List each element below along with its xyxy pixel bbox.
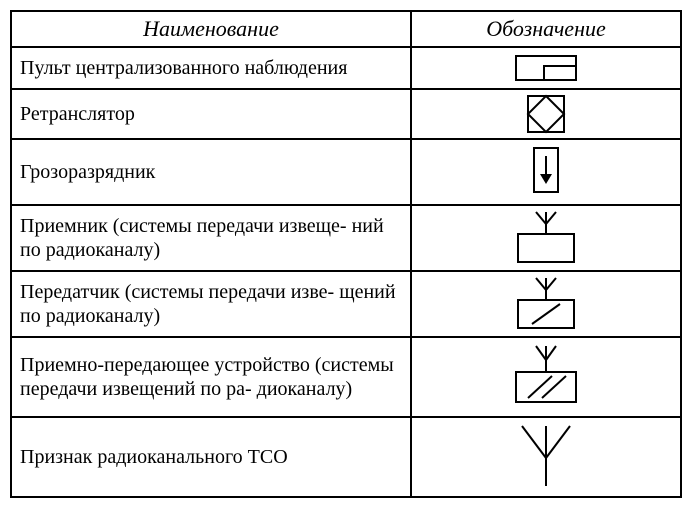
pult-icon: [411, 47, 681, 89]
table-row: Приемник (системы передачи извеще- ний п…: [11, 205, 681, 271]
table-row: Ретранслятор: [11, 89, 681, 139]
row-name: Признак радиоканального ТСО: [11, 417, 411, 497]
table-row: Признак радиоканального ТСО: [11, 417, 681, 497]
transmitter-icon: [411, 271, 681, 337]
grozo-icon: [411, 139, 681, 205]
table-body: Пульт централизованного наблюдения Ретра…: [11, 47, 681, 497]
radio-sign-icon: [411, 417, 681, 497]
transceiver-icon: [411, 337, 681, 417]
row-name: Приемник (системы передачи извеще- ний п…: [11, 205, 411, 271]
symbols-table: Наименование Обозначение Пульт централиз…: [10, 10, 682, 498]
row-name: Грозоразрядник: [11, 139, 411, 205]
header-name: Наименование: [11, 11, 411, 47]
retranslator-icon: [411, 89, 681, 139]
table-row: Передатчик (системы передачи изве- щений…: [11, 271, 681, 337]
receiver-icon: [411, 205, 681, 271]
table-row: Приемно-передающее устройство (системы п…: [11, 337, 681, 417]
header-row: Наименование Обозначение: [11, 11, 681, 47]
header-symbol: Обозначение: [411, 11, 681, 47]
table-row: Грозоразрядник: [11, 139, 681, 205]
row-name: Передатчик (системы передачи изве- щений…: [11, 271, 411, 337]
row-name: Пульт централизованного наблюдения: [11, 47, 411, 89]
row-name: Ретранслятор: [11, 89, 411, 139]
table-row: Пульт централизованного наблюдения: [11, 47, 681, 89]
row-name: Приемно-передающее устройство (системы п…: [11, 337, 411, 417]
